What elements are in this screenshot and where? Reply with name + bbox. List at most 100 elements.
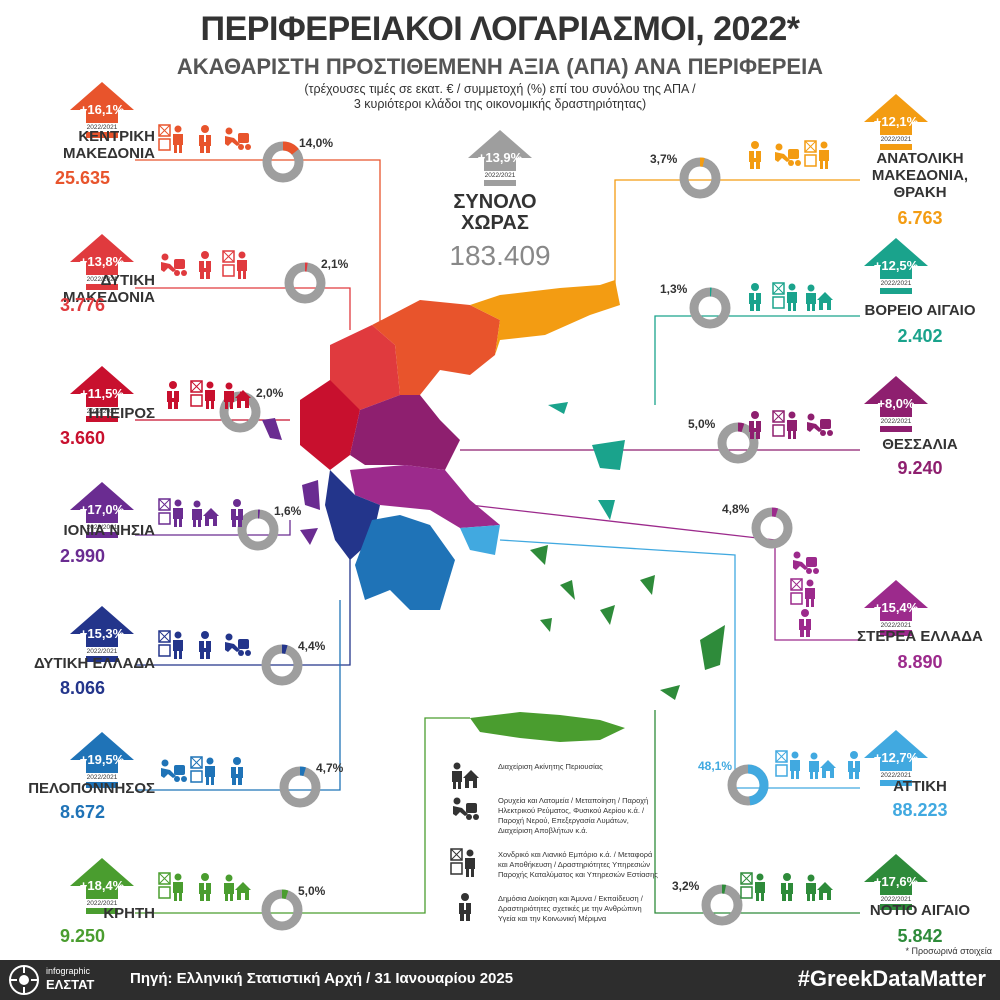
trade-icon (190, 756, 220, 791)
period-voreio-aigaio: 2022/2021 (876, 279, 916, 288)
region-value-peloponnisos: 8.672 (59, 802, 106, 822)
change-arrow-anatoliki-makedonia-thraki: +12,1% 2022/2021 (862, 92, 930, 170)
region-name-line1: ΣΤΕΡΕΑ ΕΛΛΑΔΑ (857, 628, 983, 645)
period-anatoliki-makedonia-thraki: 2022/2021 (876, 135, 916, 144)
public-icon (190, 250, 220, 285)
map-sterea-ellada (350, 465, 500, 528)
public-icon (772, 872, 802, 907)
connector-dytiki-makedonia (135, 287, 351, 330)
change-arrow-notio-aigaio: +17,6% 2022/2021 (862, 852, 930, 930)
trade-icon (775, 750, 805, 785)
total-period: 2022/2021 (480, 171, 520, 180)
region-value-kentriki-makedonia: 25.635 (54, 168, 111, 188)
trade-icon (158, 872, 188, 907)
share-donut-voreio-aigaio (688, 286, 732, 335)
share-label-peloponnisos: 4,7% (316, 761, 344, 775)
provisional-note: * Προσωρινά στοιχεία (905, 946, 992, 956)
share-donut-dytiki-ellada (260, 643, 304, 692)
period-kriti: 2022/2021 (82, 899, 122, 908)
region-name-kriti: ΚΡΗΤΗ (10, 905, 155, 922)
region-name-dytiki-ellada: ΔΥΤΙΚΗ ΕΛΛΑΔΑ (10, 655, 155, 672)
public-icon (740, 282, 770, 317)
share-label-notio-aigaio: 3,2% (672, 879, 700, 893)
trade-icon (772, 410, 802, 445)
region-name-line1: ΙΟΝΙΑ ΝΗΣΙΑ (63, 522, 155, 539)
total-change: +13,9% (477, 150, 523, 165)
share-label-thessalia: 5,0% (688, 417, 716, 431)
public-icon (190, 630, 220, 665)
share-donut-thessalia (716, 421, 760, 470)
public-icon (158, 380, 188, 415)
change-ipeiros: +11,5% (80, 386, 124, 401)
change-arrow-sterea-ellada: +15,4% 2022/2021 (862, 578, 930, 656)
share-label-anatoliki-makedonia-thraki: 3,7% (650, 152, 678, 166)
share-donut-notio-aigaio (700, 883, 744, 932)
industry-icon (158, 756, 188, 791)
hashtag: #GreekDataMatter (797, 966, 986, 991)
period-peloponnisos: 2022/2021 (82, 773, 122, 782)
share-donut-attiki (726, 763, 770, 812)
industry-icon (222, 124, 252, 159)
units-note-line2: 3 κυριότεροι κλάδοι της οικονομικής δρασ… (353, 97, 647, 111)
units-note-line1: (τρέχουσες τιμές σε εκατ. € / συμμετοχή … (304, 82, 696, 96)
public-icon (222, 498, 252, 533)
period-dytiki-ellada: 2022/2021 (82, 647, 122, 656)
region-value-thessalia: 9.240 (897, 458, 943, 478)
map-attiki (460, 525, 500, 555)
trade-icon (740, 872, 770, 907)
legend-item-text: Χονδρικό και Λιανικό Εμπόριο κ.ά. / Μετα… (498, 850, 658, 879)
change-kentriki-makedonia: +16,1% (79, 102, 125, 117)
change-arrow-kentriki-makedonia: +16,1% 2022/2021 (68, 80, 136, 158)
page-title: ΠΕΡΙΦΕΡΕΙΑΚΟΙ ΛΟΓΑΡΙΑΣΜΟΙ, 2022* (200, 10, 800, 48)
region-name-line1: ΔΥΤΙΚΗ ΕΛΛΑΔΑ (33, 655, 155, 672)
realestate-icon (804, 282, 834, 317)
trade-icon (772, 282, 802, 317)
connector-kentriki-makedonia (135, 159, 381, 330)
industry-icon (790, 548, 820, 583)
region-name-ionia-nisia: ΙΟΝΙΑ ΝΗΣΙΑ (10, 522, 155, 539)
share-label-kriti: 5,0% (298, 884, 326, 898)
footer: infographic ΕΛΣΤΑΤ Πηγή: Ελληνική Στατισ… (0, 960, 1000, 1000)
connector-ionia-nisia (135, 520, 291, 536)
period-sterea-ellada: 2022/2021 (876, 621, 916, 630)
change-sterea-ellada: +15,4% (873, 600, 919, 615)
region-value-voreio-aigaio: 2.402 (897, 326, 943, 346)
change-arrow-kriti: +18,4% 2022/2021 (68, 856, 136, 934)
region-name-anatoliki-makedonia-thraki: ΑΝΑΤΟΛΙΚΗ ΜΑΚΕΔΟΝΙΑ, ΘΡΑΚΗ (840, 150, 1000, 201)
share-donut-peloponnisos (278, 765, 322, 814)
region-value-sterea-ellada: 8.890 (897, 652, 943, 672)
region-name-line1: ΠΕΛΟΠΟΝΝΗΣΟΣ (28, 780, 155, 797)
public-icon (222, 756, 252, 791)
brand-bottom: ΕΛΣΤΑΤ (46, 977, 95, 992)
change-arrow-dytiki-makedonia: +13,8% 2022/2021 (68, 232, 136, 310)
legend-public-icon (450, 892, 480, 927)
region-name-ipeiros: ΗΠΕΙΡΟΣ (10, 405, 155, 422)
region-name-line1: ΝΟΤΙΟ ΑΙΓΑΙΟ (869, 902, 971, 919)
trade-icon (158, 124, 188, 159)
share-donut-dytiki-makedonia (283, 261, 327, 310)
connector-anatoliki-makedonia-thraki (614, 179, 860, 300)
change-anatoliki-makedonia-thraki: +12,1% (873, 114, 919, 129)
public-icon (190, 872, 220, 907)
region-name-line1: ΘΕΣΣΑΛΙΑ (882, 436, 958, 453)
map-peloponnisos (355, 515, 455, 610)
region-value-ipeiros: 3.660 (59, 428, 106, 448)
realestate-icon (222, 872, 252, 907)
connector-notio-aigaio (654, 710, 860, 914)
share-donut-kriti (260, 888, 304, 937)
region-name-line2: ΜΑΚΕΔΟΝΙΑ, (871, 167, 969, 184)
share-label-ipeiros: 2,0% (256, 386, 284, 400)
change-arrow-dytiki-ellada: +15,3% 2022/2021 (68, 604, 136, 682)
trade-icon (190, 380, 220, 415)
change-kriti: +18,4% (79, 878, 125, 893)
total-change-arrow: +13,9% 2022/2021 (466, 128, 534, 206)
region-name-peloponnisos: ΠΕΛΟΠΟΝΝΗΣΟΣ (10, 780, 155, 797)
change-ionia-nisia: +17,0% (79, 502, 125, 517)
realestate-icon (222, 380, 252, 415)
region-value-dytiki-ellada: 8.066 (59, 678, 106, 698)
connector-dytiki-ellada (135, 540, 351, 666)
legend-trade-icon (450, 848, 480, 883)
change-attiki: +12,7% (873, 750, 919, 765)
map-ipeiros (300, 380, 360, 470)
industry-icon (804, 410, 834, 445)
